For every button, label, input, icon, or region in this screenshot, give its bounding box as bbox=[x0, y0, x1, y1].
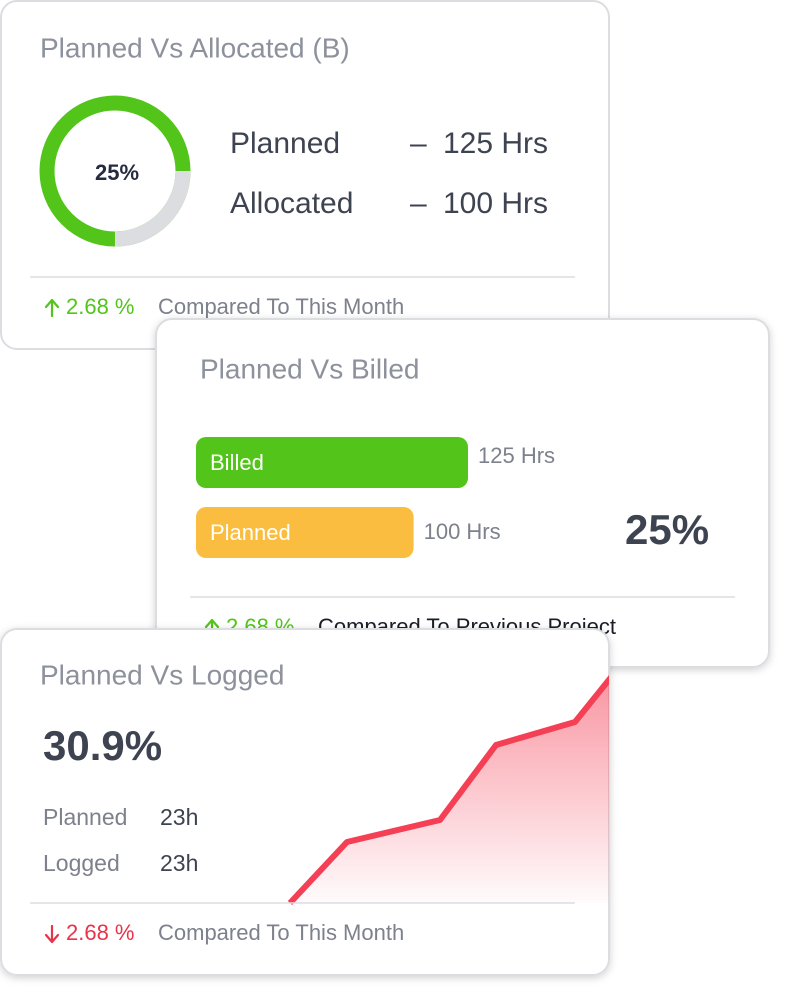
bar-value-label: 100 Hrs bbox=[424, 519, 501, 544]
card-title: Planned Vs Billed bbox=[200, 353, 419, 384]
bar-label: Planned bbox=[210, 520, 291, 545]
trend-chart bbox=[287, 674, 609, 906]
card: Planned Vs Allocated (B) 25% Planned – 1… bbox=[0, 0, 610, 350]
percent: 30.9% bbox=[43, 722, 162, 769]
row-separator: – bbox=[410, 187, 427, 220]
change-text: Compared To This Month bbox=[158, 920, 404, 945]
trend-arrow bbox=[44, 924, 60, 944]
row-label: Planned bbox=[230, 127, 340, 160]
gauge-arc bbox=[39, 95, 191, 247]
percent: 25% bbox=[625, 506, 709, 553]
bar-value-label: 125 Hrs bbox=[478, 443, 555, 468]
change-text: Compared To This Month bbox=[158, 294, 404, 319]
card: Planned Vs Logged 30.9% Planned 23h Logg… bbox=[0, 628, 610, 976]
trend-arrow bbox=[44, 298, 60, 318]
card: Planned Vs Billed 25% Billed 125 Hrs Plann… bbox=[155, 318, 770, 668]
change-value: 2.68 % bbox=[66, 920, 135, 945]
bar bbox=[196, 507, 414, 558]
gauge-label: 25% bbox=[95, 160, 139, 185]
trend-area bbox=[290, 676, 609, 903]
trend-line bbox=[287, 674, 609, 906]
row-value: 23h bbox=[160, 804, 198, 830]
row-value: 125 Hrs bbox=[443, 127, 548, 160]
change-value: 2.68 % bbox=[66, 294, 135, 319]
row-label: Allocated bbox=[230, 187, 353, 220]
card-title: Planned Vs Allocated (B) bbox=[40, 32, 350, 63]
row-value: 100 Hrs bbox=[443, 187, 548, 220]
bar-label: Billed bbox=[210, 450, 264, 475]
bar bbox=[196, 437, 468, 488]
row-label: Logged bbox=[43, 850, 120, 876]
row-value: 23h bbox=[160, 850, 198, 876]
card-title: Planned Vs Logged bbox=[40, 659, 284, 690]
row-label: Planned bbox=[43, 804, 127, 830]
row-separator: – bbox=[410, 127, 427, 160]
